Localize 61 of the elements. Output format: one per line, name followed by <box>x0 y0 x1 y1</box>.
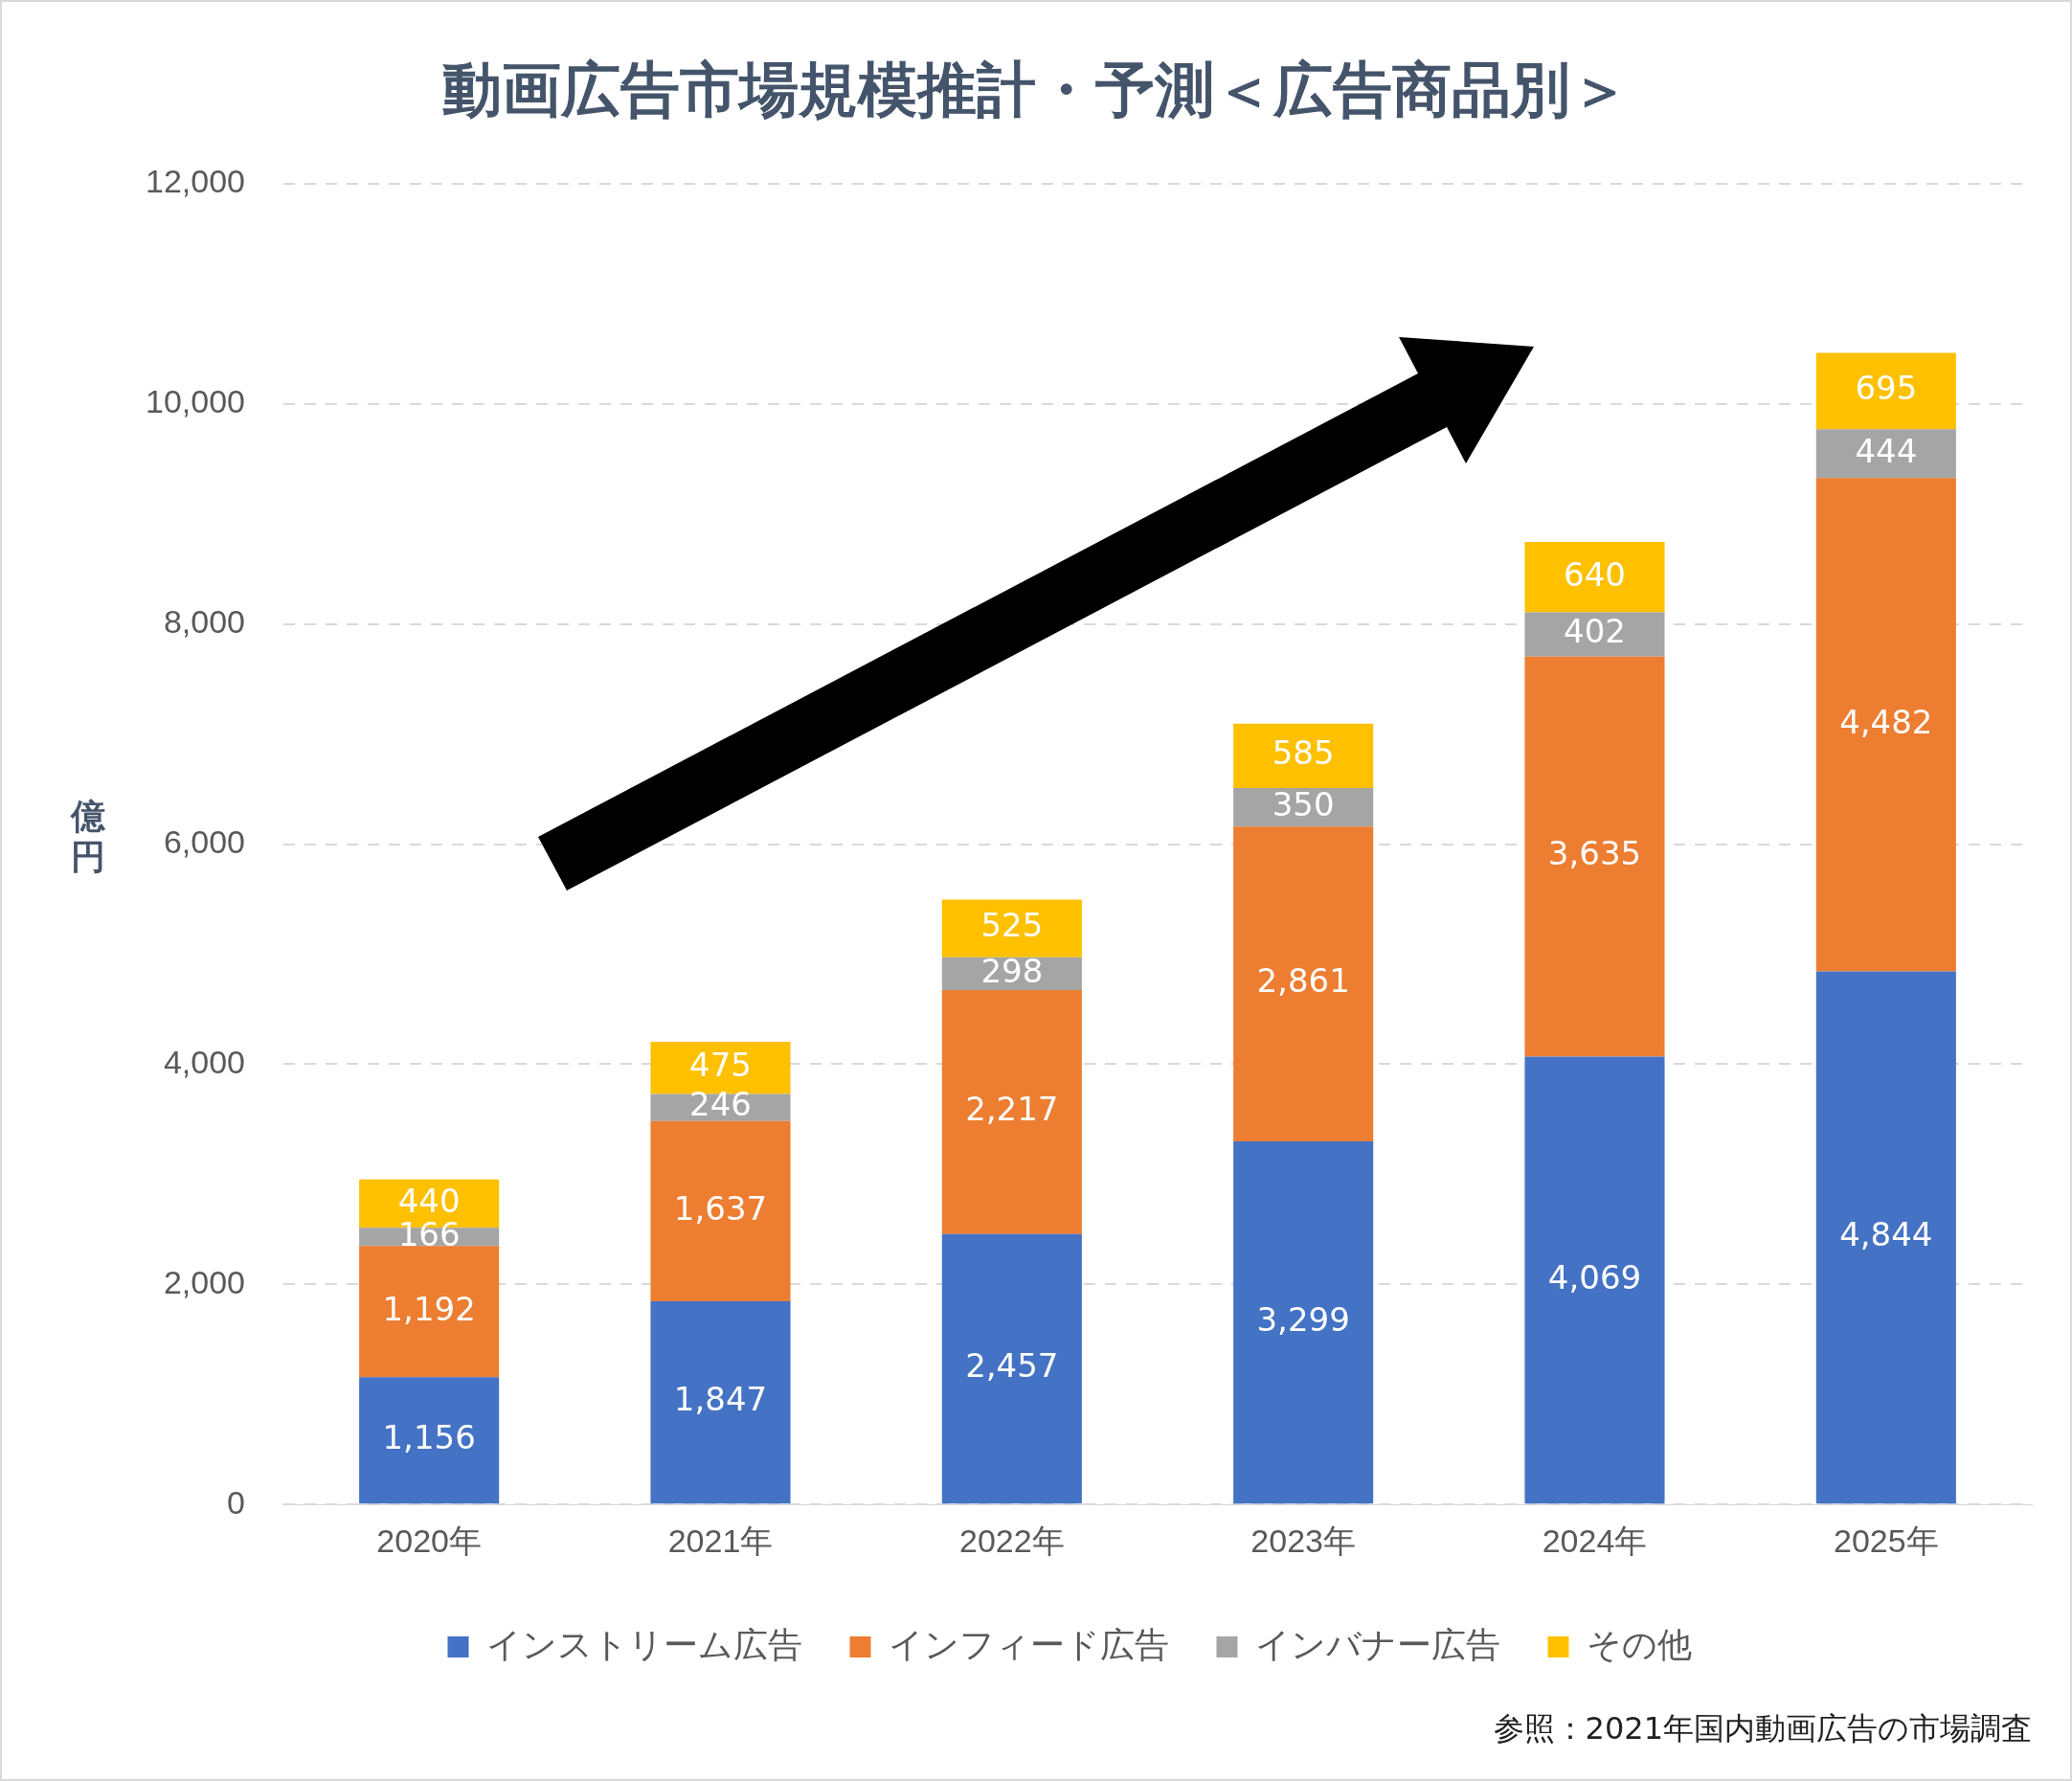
data-label: 695 <box>1855 369 1918 408</box>
data-label: 585 <box>1272 733 1335 773</box>
data-label: 4,844 <box>1839 1215 1933 1254</box>
x-tick-label: 2024年 <box>1542 1522 1648 1559</box>
data-label: 444 <box>1855 431 1918 470</box>
data-label: 1,847 <box>673 1380 768 1419</box>
data-label: 475 <box>689 1046 752 1085</box>
legend-label: インバナー広告 <box>1254 1624 1500 1664</box>
bar <box>1524 656 1665 1057</box>
data-label: 640 <box>1564 554 1626 594</box>
data-label: 2,861 <box>1256 961 1350 1001</box>
legend-label: その他 <box>1586 1624 1692 1664</box>
bar <box>1815 429 1956 479</box>
bar <box>650 1300 791 1504</box>
bar <box>941 1233 1082 1504</box>
data-label: 4,069 <box>1547 1257 1642 1296</box>
x-tick-label: 2025年 <box>1834 1522 1939 1559</box>
data-label: 246 <box>689 1085 752 1124</box>
bar <box>941 899 1082 958</box>
text: 参照：2021年国内動画広告の市場調査 <box>1493 1709 2032 1748</box>
bar <box>1815 971 1956 1504</box>
bar <box>1233 723 1374 788</box>
y-axis-title: 億円 <box>69 797 106 877</box>
x-tick-label: 2022年 <box>959 1522 1065 1559</box>
bar <box>1815 478 1956 972</box>
data-label: 3,635 <box>1547 834 1642 873</box>
bar <box>1233 826 1374 1142</box>
bar <box>1815 352 1956 430</box>
bar <box>359 1246 500 1378</box>
y-tick-label: 4,000 <box>163 1043 245 1080</box>
data-label: 298 <box>980 951 1044 990</box>
data-label: 1,156 <box>382 1418 476 1457</box>
y-tick-label: 0 <box>227 1483 245 1521</box>
y-tick-label: 8,000 <box>163 603 245 641</box>
data-label: 1,192 <box>382 1289 476 1328</box>
data-label: 402 <box>1564 612 1626 651</box>
bar <box>650 1120 791 1301</box>
data-label: 4,482 <box>1839 702 1933 741</box>
bar <box>1233 1141 1374 1504</box>
bar <box>1524 1056 1665 1504</box>
bar <box>359 1377 500 1504</box>
y-tick-label: 6,000 <box>163 823 245 860</box>
data-label: 525 <box>980 906 1044 945</box>
data-label: 2,457 <box>965 1346 1059 1386</box>
data-label: 1,637 <box>673 1188 768 1228</box>
legend-label: インフィード広告 <box>888 1624 1169 1664</box>
x-tick-label: 2021年 <box>667 1522 774 1559</box>
data-label: 2,217 <box>965 1090 1059 1129</box>
x-tick-label: 2023年 <box>1250 1522 1356 1559</box>
data-label: 350 <box>1272 784 1335 823</box>
y-tick-label: 10,000 <box>145 383 245 420</box>
data-label: 3,299 <box>1256 1299 1350 1339</box>
bar <box>941 990 1082 1234</box>
data-label: 440 <box>397 1181 461 1220</box>
x-tick-label: 2020年 <box>376 1522 482 1559</box>
legend-label: インストリーム広告 <box>485 1624 802 1664</box>
y-tick-label: 2,000 <box>163 1263 245 1300</box>
chart-title: 動画広告市場規模推計・予測＜広告商品別＞ <box>441 54 1631 126</box>
bar <box>1524 612 1665 657</box>
bar <box>1524 541 1665 613</box>
y-tick-label: 12,000 <box>145 163 245 200</box>
